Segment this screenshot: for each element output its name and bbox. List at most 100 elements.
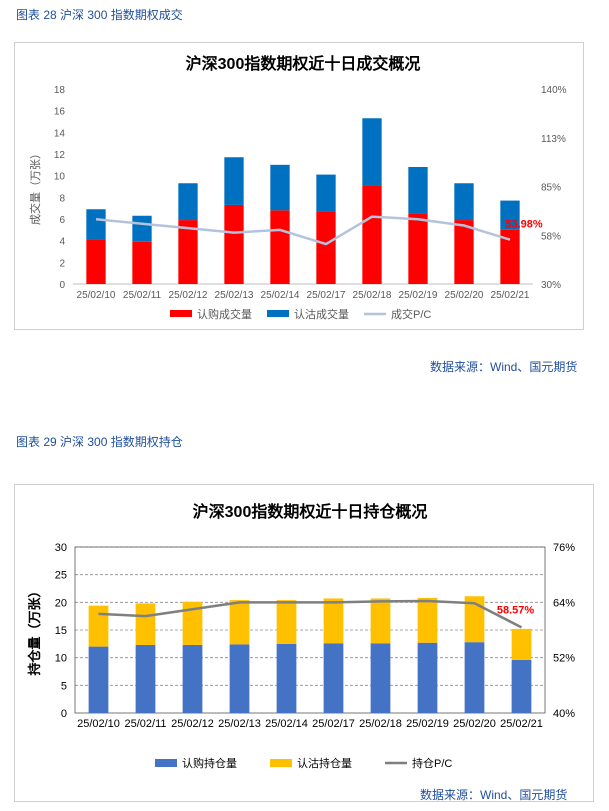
put-bar (224, 157, 244, 205)
pc-ratio-data-label: 58.57% (497, 604, 535, 616)
x-tick-label: 25/02/17 (307, 290, 346, 301)
call-bar (178, 220, 198, 284)
call-bar (86, 239, 106, 284)
put-bar (88, 605, 109, 647)
x-tick-label: 25/02/21 (491, 290, 530, 301)
y-tick-label: 12 (54, 150, 66, 161)
open-interest-chart-frame: 沪深300指数期权近十日持仓概况 0 5 10 15 20 25 30 40% 52% 64% 76%… (14, 484, 594, 802)
open-interest-chart: 沪深300指数期权近十日持仓概况 0 5 10 15 20 25 30 40% 52% 64% 76%… (27, 502, 575, 770)
x-tick-label: 25/02/18 (359, 718, 402, 730)
x-tick-label: 25/02/14 (261, 290, 300, 301)
legend-swatch-put (270, 759, 292, 767)
figure-29-source: 数据来源：Wind、国元期货 (420, 788, 568, 802)
put-bar (229, 600, 250, 645)
y-tick-label: 25 (55, 570, 67, 582)
x-tick-label: 25/02/12 (169, 290, 208, 301)
call-bar (229, 644, 250, 713)
legend-swatch-put (267, 310, 289, 317)
y-tick-label: 6 (59, 215, 65, 226)
put-bar (178, 183, 198, 221)
put-bar (511, 628, 532, 660)
legend-label: 认沽持仓量 (297, 756, 352, 770)
pc-ratio-data-label: 53.98% (505, 219, 543, 231)
y-tick-label: 20 (55, 597, 67, 609)
x-tick-label: 25/02/20 (453, 718, 496, 730)
put-bar (276, 600, 297, 644)
put-bar (500, 200, 520, 230)
call-bar (362, 185, 382, 284)
y2-tick-label: 52% (553, 653, 575, 665)
y2-tick-label: 58% (541, 231, 561, 242)
y-tick-label: 18 (54, 85, 66, 96)
x-tick-label: 25/02/10 (77, 718, 120, 730)
pc-ratio-line (95, 215, 511, 246)
put-bar (86, 209, 106, 240)
y-tick-label: 8 (59, 193, 65, 204)
legend-label: 成交P/C (391, 307, 431, 321)
x-tick-label: 25/02/19 (399, 290, 438, 301)
x-tick-label: 25/02/19 (406, 718, 449, 730)
legend-label: 认沽成交量 (294, 307, 349, 321)
y-tick-label: 4 (59, 237, 65, 248)
x-tick-label: 25/02/12 (171, 718, 214, 730)
call-bar (511, 659, 532, 713)
call-bar (370, 643, 391, 713)
plot-area-border (74, 546, 546, 714)
y-tick-label: 10 (55, 653, 67, 665)
call-bar (500, 229, 520, 284)
put-bar (464, 596, 485, 643)
figure-28-caption: 图表 28 沪深 300 指数期权成交 (16, 8, 183, 22)
y2-tick-label: 85% (541, 183, 561, 194)
legend-label: 认购成交量 (197, 307, 252, 321)
put-bar (270, 164, 290, 211)
call-bar (408, 213, 428, 284)
put-bar (135, 603, 156, 645)
put-bar (417, 597, 438, 643)
x-tick-label: 25/02/11 (124, 718, 166, 730)
call-bar (224, 204, 244, 284)
legend-label: 认购持仓量 (182, 756, 237, 770)
x-tick-label: 25/02/13 (218, 718, 261, 730)
call-bar (316, 211, 336, 284)
figure-29-caption: 图表 29 沪深 300 指数期权持仓 (16, 435, 183, 449)
y-axis-label: 成交量（万张） (28, 148, 42, 225)
call-bar (323, 643, 344, 713)
put-bar (408, 167, 428, 214)
y-tick-label: 5 (61, 680, 67, 692)
y2-tick-label: 30% (541, 280, 561, 291)
volume-chart: 沪深300指数期权近十日成交概况 0 2 4 6 8 10 12 14 16 18 30% 58% 85%… (28, 54, 567, 321)
put-bar (132, 215, 152, 242)
y-tick-label: 15 (55, 625, 67, 637)
y-tick-label: 2 (59, 258, 65, 269)
call-bar (417, 642, 438, 713)
legend-swatch-call (155, 759, 177, 767)
x-tick-label: 25/02/14 (265, 718, 308, 730)
call-bar (88, 646, 109, 713)
legend-swatch-call (170, 310, 192, 317)
put-bar (370, 598, 391, 644)
put-bar (182, 601, 203, 645)
y-tick-label: 10 (54, 172, 66, 183)
x-tick-label: 25/02/21 (500, 718, 543, 730)
x-tick-label: 25/02/17 (312, 718, 355, 730)
chart-title: 沪深300指数期权近十日持仓概况 (193, 502, 428, 521)
y-tick-label: 16 (54, 107, 66, 118)
x-tick-label: 25/02/18 (353, 290, 392, 301)
figure-28-source: 数据来源：Wind、国元期货 (430, 360, 578, 374)
put-bar (362, 118, 382, 186)
y-tick-label: 0 (61, 708, 67, 720)
y2-tick-label: 40% (553, 708, 575, 720)
y-tick-label: 30 (55, 542, 67, 554)
y-axis-label: 持仓量（万张） (27, 584, 42, 675)
y2-tick-label: 64% (553, 597, 575, 609)
call-bar (276, 643, 297, 713)
legend-label: 持仓P/C (412, 756, 452, 770)
call-bar (270, 210, 290, 284)
call-bar (454, 220, 474, 284)
chart-title: 沪深300指数期权近十日成交概况 (186, 54, 421, 73)
x-tick-label: 25/02/11 (123, 290, 162, 301)
volume-chart-frame: 沪深300指数期权近十日成交概况 0 2 4 6 8 10 12 14 16 18 30% 58% 85%… (14, 42, 584, 330)
y-tick-label: 0 (59, 280, 65, 291)
call-bar (132, 241, 152, 284)
put-bar (454, 183, 474, 221)
